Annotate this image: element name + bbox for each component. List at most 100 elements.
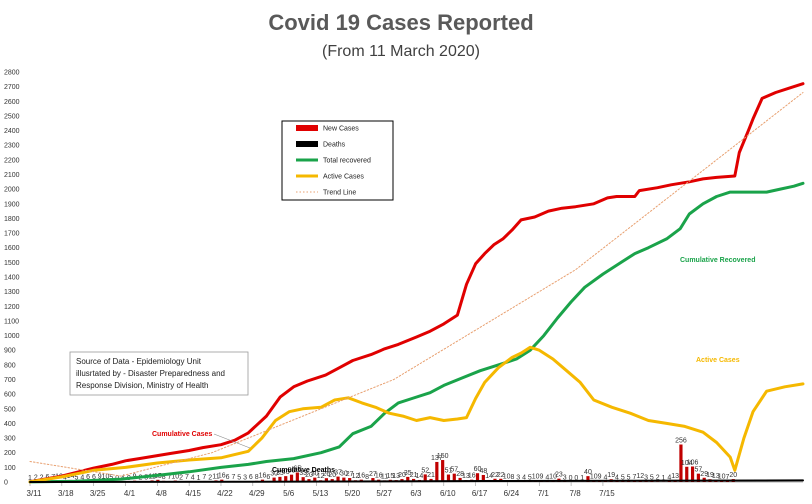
new-case-label: 16: [218, 473, 226, 480]
new-case-label: 1: [662, 475, 666, 482]
new-case-label: 20: [729, 472, 737, 479]
series-annotations: Cumulative Cases Cumulative Deaths Cumulat…: [152, 257, 755, 474]
new-case-label: 2: [656, 475, 660, 482]
new-case-label: 0: [569, 475, 573, 482]
new-case-bar: [475, 473, 480, 482]
new-case-label: 10: [532, 474, 540, 481]
new-case-label: 65: [293, 465, 301, 472]
legend-swatch-new-cases: [296, 125, 318, 131]
new-case-label: 7: [202, 474, 206, 481]
new-case-bar: [446, 474, 451, 482]
chart-title: Covid 19 Cases Reported: [268, 10, 533, 35]
y-tick-label: 2000: [4, 187, 20, 194]
y-tick-label: 300: [4, 436, 16, 443]
new-case-label: 10: [590, 474, 598, 481]
new-case-label: 10: [503, 474, 511, 481]
new-case-label: 13: [712, 473, 720, 480]
new-case-label: 13: [392, 473, 400, 480]
new-case-label: 3: [243, 475, 247, 482]
y-tick-label: 1600: [4, 245, 20, 252]
new-case-bar: [441, 460, 445, 482]
new-case-label: 106: [687, 459, 699, 466]
source-note: Source of Data - Epidemiology Unit illusr…: [69, 351, 249, 396]
new-case-label: 13: [671, 473, 679, 480]
y-tick-label: 2800: [4, 70, 20, 77]
new-case-label: 15: [386, 473, 394, 480]
x-tick-label: 5/27: [376, 489, 392, 498]
x-tick-label: 5/6: [283, 489, 295, 498]
new-case-label: 28: [456, 471, 464, 478]
x-tick-label: 4/29: [249, 489, 265, 498]
new-case-label: 10: [102, 474, 110, 481]
new-case-label: 7: [168, 474, 172, 481]
new-case-label: 3: [644, 475, 648, 482]
new-case-label: 3: [516, 475, 520, 482]
new-case-label: 1: [197, 475, 201, 482]
y-tick-label: 2600: [4, 99, 20, 106]
y-tick-label: 2200: [4, 157, 20, 164]
new-case-label: 5: [528, 474, 532, 481]
new-case-label: 30: [340, 471, 348, 478]
y-axis: 0 100 200 300 400 500 600 700 800 900 1000 1100 1200…: [4, 70, 20, 487]
new-case-label: 150: [437, 453, 449, 460]
y-tick-label: 700: [4, 377, 16, 384]
new-case-label: 5: [627, 474, 631, 481]
new-case-label: 7: [725, 474, 729, 481]
y-tick-label: 400: [4, 421, 16, 428]
new-case-label: 6: [226, 474, 230, 481]
new-case-bar: [679, 444, 683, 482]
new-case-label: 26: [323, 471, 331, 478]
x-tick-label: 5/20: [345, 489, 361, 498]
new-case-label: 256: [675, 438, 687, 445]
new-case-label: 10: [718, 474, 726, 481]
new-case-bar: [284, 476, 288, 482]
new-case-label: 8: [510, 474, 514, 481]
new-case-label: 29: [700, 471, 708, 478]
new-case-label: 3: [563, 475, 567, 482]
new-case-label: 60: [474, 466, 482, 473]
new-case-label: 22: [497, 472, 505, 479]
new-case-bar: [586, 476, 590, 482]
new-case-label: 40: [282, 469, 290, 476]
new-case-label: 2: [208, 475, 212, 482]
new-case-label: 6: [92, 474, 96, 481]
new-case-label: 5: [75, 474, 79, 481]
new-case-label: 6: [86, 474, 90, 481]
chart-subtitle: (From 11 March 2020): [322, 43, 480, 60]
new-case-bar: [278, 476, 282, 482]
new-case-label: 0: [574, 475, 578, 482]
new-case-label: 6: [266, 474, 270, 481]
new-case-label: 8: [255, 474, 259, 481]
new-case-label: 11: [212, 473, 219, 480]
x-axis: 3/11 3/18 3/25 4/1 4/8 4/15 4/22 4/29 5/6 5/13 5/2…: [27, 481, 803, 498]
new-case-label: 2: [179, 475, 183, 482]
new-case-label: 4: [522, 474, 526, 481]
x-tick-label: 4/22: [217, 489, 233, 498]
x-tick-label: 3/18: [58, 489, 74, 498]
y-tick-label: 900: [4, 348, 16, 355]
new-case-label: 52: [421, 467, 429, 474]
new-case-label: 7: [231, 474, 235, 481]
new-case-label: 16: [375, 473, 383, 480]
new-case-label: 35: [404, 470, 412, 477]
new-case-label: 8: [365, 474, 369, 481]
y-tick-label: 200: [4, 450, 16, 457]
new-case-label: 12: [636, 473, 644, 480]
new-case-label: 57: [450, 467, 458, 474]
new-case-label: 4: [545, 474, 549, 481]
legend: New Cases Deaths Total recovered Active Cas…: [281, 120, 394, 201]
x-tick-label: 7/8: [570, 489, 582, 498]
y-tick-label: 800: [4, 362, 16, 369]
new-case-label: 4: [667, 474, 671, 481]
y-tick-label: 1200: [4, 304, 20, 311]
legend-label-new-cases: New Cases: [323, 126, 359, 133]
new-case-label: 27: [346, 471, 354, 478]
new-case-label: 20: [398, 472, 406, 479]
new-case-bar: [348, 478, 352, 482]
new-case-label: 1: [580, 475, 584, 482]
new-case-label: 11: [381, 473, 388, 480]
series-line-trend-line: [29, 92, 804, 477]
new-case-label: 20: [328, 472, 336, 479]
new-case-label: 21: [410, 472, 418, 479]
